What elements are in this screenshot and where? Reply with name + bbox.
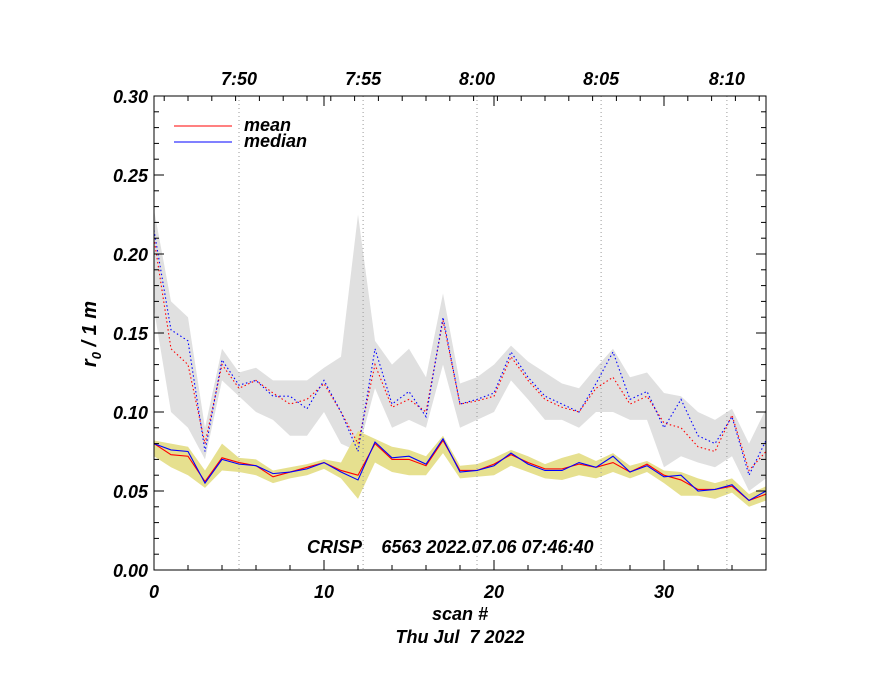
- legend-mean-label: mean: [244, 115, 291, 135]
- series-line-solid: [153, 437, 767, 502]
- x-axis-label: scan #: [432, 604, 488, 624]
- x-tick-label: 10: [314, 582, 334, 602]
- legend-median-label: median: [244, 131, 307, 151]
- y-tick-label: 0.00: [113, 561, 148, 581]
- date-label: Thu Jul 7 2022: [395, 627, 524, 647]
- y-axis-label-subscript: 0: [89, 351, 104, 359]
- y-tick-label: 0.25: [113, 166, 149, 186]
- time-tick-label: 8:00: [459, 69, 495, 89]
- time-tick-label: 8:05: [583, 69, 620, 89]
- x-tick-label: 30: [654, 582, 674, 602]
- time-tick-label: 7:55: [345, 69, 382, 89]
- series-layer: [153, 230, 767, 502]
- y-tick-label: 0.15: [113, 324, 149, 344]
- y-tick-label: 0.05: [113, 482, 149, 502]
- series-line-dotted: [153, 238, 767, 472]
- x-tick-label: 0: [149, 582, 159, 602]
- axis-ticks: 7:50 7:55 8:00 8:05 8:10 0 10 20 30 0.00 0.05 0.10 0…: [113, 69, 767, 602]
- y-tick-label: 0.30: [113, 87, 148, 107]
- y-tick-label: 0.10: [113, 403, 148, 423]
- time-tick-label: 7:50: [221, 69, 257, 89]
- instrument-annotation: CRISP 6563 2022.07.06 07:46:40: [307, 537, 594, 557]
- x-tick-label: 20: [483, 582, 504, 602]
- time-tick-label: 8:10: [709, 69, 745, 89]
- time-gridlines: [238, 96, 728, 570]
- y-axis-label-main: r: [79, 358, 101, 367]
- y-axis-label: r0 / 1 m: [79, 301, 104, 367]
- low-spread-band: [154, 430, 766, 507]
- y-axis-label-rest: / 1 m: [79, 301, 101, 352]
- high-spread-band: [154, 209, 766, 491]
- y-tick-label: 0.20: [113, 245, 148, 265]
- legend: mean median: [174, 115, 307, 151]
- band-layer: [154, 209, 766, 507]
